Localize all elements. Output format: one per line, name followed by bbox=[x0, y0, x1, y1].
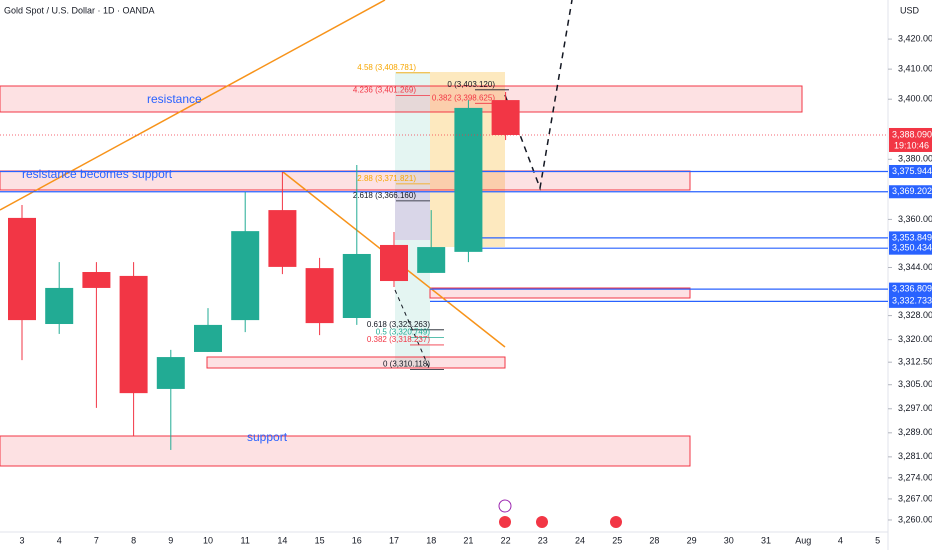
fib-label: 2.88 (3,371.821) bbox=[357, 174, 416, 183]
fib-label: 0 (3,403.120) bbox=[447, 80, 495, 89]
candle-body bbox=[380, 244, 408, 282]
y-tick-label: 3,380.000 bbox=[898, 154, 932, 164]
last-price-label: 3,388.090 bbox=[892, 129, 932, 139]
event-icon bbox=[610, 516, 622, 528]
y-tick-label: 3,260.000 bbox=[898, 514, 932, 524]
candle-body bbox=[8, 217, 36, 321]
price-label: 3,353.849 bbox=[892, 232, 932, 242]
currency: USD bbox=[900, 5, 920, 15]
candle-body bbox=[454, 107, 483, 252]
x-tick-label: 8 bbox=[131, 535, 136, 545]
candle-body bbox=[156, 357, 185, 389]
zone bbox=[0, 85, 803, 113]
price-label: 3,350.434 bbox=[892, 243, 932, 253]
fib-label: 0 (3,310.118) bbox=[383, 359, 430, 368]
y-tick-label: 3,305.000 bbox=[898, 379, 932, 389]
event-icon bbox=[536, 516, 548, 528]
countdown: 19:10:46 bbox=[894, 140, 929, 150]
candle-body bbox=[491, 100, 520, 135]
x-tick-label: 16 bbox=[352, 535, 362, 545]
x-tick-label: 5 bbox=[875, 535, 880, 545]
price-label-box bbox=[889, 231, 932, 245]
annotation: resistance bbox=[147, 92, 202, 106]
price-label-box bbox=[889, 282, 932, 296]
price-label: 3,332.733 bbox=[892, 296, 932, 306]
y-tick-label: 3,420.000 bbox=[898, 33, 932, 43]
event-icon bbox=[499, 516, 511, 528]
event-icon bbox=[498, 499, 512, 513]
y-tick-label: 3,281.000 bbox=[898, 451, 932, 461]
x-tick-label: 9 bbox=[168, 535, 173, 545]
candle-body bbox=[417, 247, 446, 273]
y-tick-label: 3,344.000 bbox=[898, 262, 932, 272]
x-tick-label: 30 bbox=[724, 535, 734, 545]
x-tick-label: 4 bbox=[838, 535, 843, 545]
price-label: 3,369.202 bbox=[892, 186, 932, 196]
annotation: support bbox=[247, 430, 288, 444]
x-tick-label: 21 bbox=[463, 535, 473, 545]
x-tick-label: 18 bbox=[426, 535, 436, 545]
candle-body bbox=[268, 210, 297, 267]
y-tick-label: 3,267.000 bbox=[898, 493, 932, 503]
candle-body bbox=[305, 268, 334, 324]
candle-body bbox=[194, 324, 222, 352]
y-tick-label: 3,312.500 bbox=[898, 357, 932, 367]
x-tick-label: 22 bbox=[501, 535, 511, 545]
y-tick-label: 3,274.000 bbox=[898, 472, 932, 482]
price-label: 3,375.944 bbox=[892, 166, 932, 176]
y-tick-label: 3,297.000 bbox=[898, 403, 932, 413]
fib-area bbox=[395, 72, 430, 367]
drawings: resistance resistance becomes support su… bbox=[0, 0, 803, 467]
fib-label: 0.618 (3,323.263) bbox=[367, 320, 430, 329]
fib-label: 4.236 (3,401.269) bbox=[353, 85, 416, 94]
fib-label: 4.58 (3,408.781) bbox=[357, 63, 416, 72]
fib-label: 0.382 (3,398.625) bbox=[432, 93, 495, 102]
zone bbox=[0, 435, 691, 467]
x-tick-label: 28 bbox=[649, 535, 659, 545]
y-tick-label: 3,410.000 bbox=[898, 64, 932, 74]
x-tick-label: 25 bbox=[612, 535, 622, 545]
chart-title: Gold Spot / U.S. Dollar · 1D · OANDA bbox=[4, 5, 155, 15]
x-tick-label: 31 bbox=[761, 535, 771, 545]
y-tick-label: 3,400.000 bbox=[898, 94, 932, 104]
zone bbox=[429, 287, 691, 299]
candle-body bbox=[82, 272, 111, 288]
price-label: 3,336.809 bbox=[892, 283, 932, 293]
price-label-box bbox=[889, 164, 932, 178]
x-tick-label: 29 bbox=[687, 535, 697, 545]
x-tick-label: 11 bbox=[241, 535, 250, 545]
price-label-box bbox=[889, 241, 932, 255]
fib-label: 0.5 (3,320.749) bbox=[376, 327, 431, 336]
x-tick-label: 3 bbox=[19, 535, 24, 545]
y-tick-label: 3,320.000 bbox=[898, 334, 932, 344]
candle-body bbox=[342, 253, 371, 318]
x-tick-label: Aug bbox=[795, 535, 811, 545]
x-tick-label: 24 bbox=[575, 535, 585, 545]
y-tick-label: 3,328.000 bbox=[898, 310, 932, 320]
x-tick-label: 7 bbox=[94, 535, 99, 545]
fib-area bbox=[395, 190, 430, 240]
candle-body bbox=[119, 275, 148, 394]
x-tick-label: 15 bbox=[315, 535, 325, 545]
y-tick-label: 3,289.000 bbox=[898, 427, 932, 437]
candle-body bbox=[231, 231, 260, 321]
x-tick-label: 4 bbox=[57, 535, 62, 545]
candle-body bbox=[45, 287, 74, 325]
fib-label: 2.618 (3,366.160) bbox=[353, 191, 416, 200]
x-tick-label: 17 bbox=[389, 535, 399, 545]
x-tick-label: 23 bbox=[538, 535, 548, 545]
price-label-box bbox=[889, 294, 932, 308]
fib-label: 0.382 (3,318.237) bbox=[367, 335, 430, 344]
price-label-box bbox=[889, 185, 932, 199]
trend-line bbox=[0, 0, 386, 211]
y-tick-label: 3,360.000 bbox=[898, 214, 932, 224]
x-tick-label: 10 bbox=[203, 535, 213, 545]
annotation: resistance becomes support bbox=[22, 167, 173, 181]
zone bbox=[206, 356, 506, 369]
last-price-box bbox=[889, 127, 932, 152]
x-tick-label: 14 bbox=[277, 535, 287, 545]
events bbox=[498, 499, 622, 528]
